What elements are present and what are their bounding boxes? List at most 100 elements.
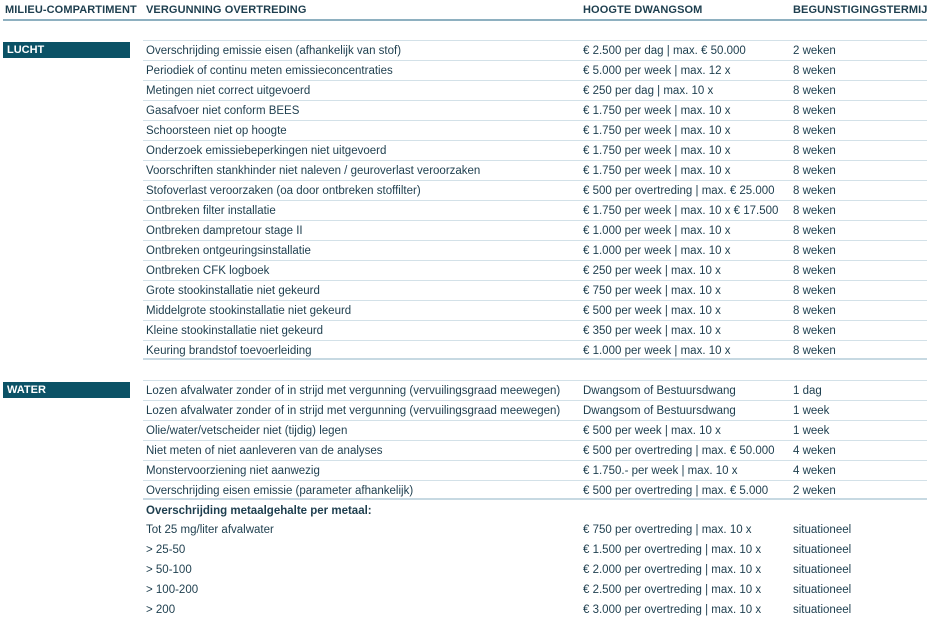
table-row: Ontbreken dampretour stage II € 1.000 per…: [143, 220, 927, 240]
term-cell: 8 weken: [793, 345, 836, 357]
table-row: Periodiek of continu meten emissieconcen…: [143, 60, 927, 80]
table-row: Stofoverlast veroorzaken (oa door ontbre…: [143, 180, 927, 200]
term-cell: 8 weken: [793, 145, 836, 157]
table-row: Schoorsteen niet op hoogte € 1.750 per we…: [143, 120, 927, 140]
penalty-cell: € 1.750 per week | max. 10 x: [583, 165, 731, 177]
penalty-cell: € 350 per week | max. 10 x: [583, 325, 721, 337]
violation-cell: Keuring brandstof toevoerleiding: [146, 345, 312, 357]
violation-cell: Monstervoorziening niet aanwezig: [146, 465, 320, 477]
table-row: Tot 25 mg/liter afvalwater € 750 per over…: [143, 520, 927, 540]
violation-cell: Tot 25 mg/liter afvalwater: [146, 524, 274, 536]
term-cell: 8 weken: [793, 185, 836, 197]
penalty-cell: € 1.500 per overtreding | max. 10 x: [583, 544, 762, 556]
violation-cell: Ontbreken CFK logboek: [146, 265, 270, 277]
penalty-cell: € 3.000 per overtreding | max. 10 x: [583, 604, 762, 616]
penalty-cell: € 500 per overtreding | max. € 5.000: [583, 485, 769, 497]
header-term: BEGUNSTIGINGSTERMIJN: [793, 4, 927, 16]
table-row: Ontbreken ontgeuringsinstallatie € 1.000 …: [143, 240, 927, 260]
violation-cell: Schoorsteen niet op hoogte: [146, 125, 287, 137]
violation-cell: > 50-100: [146, 564, 192, 576]
penalty-cell: € 1.750 per week | max. 10 x: [583, 125, 731, 137]
table-row: Overschrijding emissie eisen (afhankelij…: [143, 40, 927, 60]
violation-cell: Middelgrote stookinstallatie niet gekeur…: [146, 305, 352, 317]
section-lucht: LUCHT: [3, 42, 130, 58]
violation-cell: > 25-50: [146, 544, 186, 556]
term-cell: 1 dag: [793, 385, 822, 397]
table-row: Ontbreken filter installatie € 1.750 per …: [143, 200, 927, 220]
violation-cell: Olie/water/vetscheider niet (tijdig) leg…: [146, 425, 348, 437]
penalty-cell: € 1.000 per week | max. 10 x: [583, 245, 731, 257]
penalty-cell: € 2.000 per overtreding | max. 10 x: [583, 564, 762, 576]
header-violation: VERGUNNING OVERTREDING: [146, 4, 307, 16]
penalty-cell: € 1.000 per week | max. 10 x: [583, 345, 731, 357]
term-cell: 8 weken: [793, 225, 836, 237]
violation-cell: Ontbreken filter installatie: [146, 205, 276, 217]
term-cell: 4 weken: [793, 445, 836, 457]
table-row: > 50-100 € 2.000 per overtreding | max. 1…: [143, 560, 927, 580]
term-cell: situationeel: [793, 564, 852, 576]
table-row: Ontbreken CFK logboek € 250 per week | ma…: [143, 260, 927, 280]
penalty-cell: € 500 per overtreding | max. € 50.000: [583, 445, 775, 457]
violation-cell: > 200: [146, 604, 176, 616]
violation-cell: Gasafvoer niet conform BEES: [146, 105, 300, 117]
term-cell: 8 weken: [793, 305, 836, 317]
table-row: Grote stookinstallatie niet gekeurd € 750…: [143, 280, 927, 300]
term-cell: 2 weken: [793, 45, 836, 57]
table-row: Voorschriften stankhinder niet naleven /…: [143, 160, 927, 180]
header-divider: [3, 19, 927, 21]
penalty-cell: € 1.750 per week | max. 10 x: [583, 145, 731, 157]
table-row: Overschrijding eisen emissie (parameter …: [143, 480, 927, 500]
violation-cell: Onderzoek emissiebeperkingen niet uitgev…: [146, 145, 387, 157]
violation-cell: Overschrijding emissie eisen (afhankelij…: [146, 45, 402, 57]
penalty-cell: € 500 per overtreding | max. € 25.000: [583, 185, 775, 197]
table-row: Olie/water/vetscheider niet (tijdig) leg…: [143, 420, 927, 440]
violation-cell: Kleine stookinstallatie niet gekeurd: [146, 325, 324, 337]
term-cell: 1 week: [793, 425, 830, 437]
violation-cell: Lozen afvalwater zonder of in strijd met…: [146, 405, 561, 417]
violation-cell: Lozen afvalwater zonder of in strijd met…: [146, 385, 561, 397]
term-cell: situationeel: [793, 544, 852, 556]
penalty-cell: € 250 per week | max. 10 x: [583, 265, 721, 277]
term-cell: 8 weken: [793, 105, 836, 117]
penalty-cell: € 250 per dag | max. 10 x: [583, 85, 714, 97]
term-cell: 1 week: [793, 405, 830, 417]
table-row: Onderzoek emissiebeperkingen niet uitgev…: [143, 140, 927, 160]
penalty-cell: € 1.000 per week | max. 10 x: [583, 225, 731, 237]
penalty-cell: € 1.750 per week | max. 10 x € 17.500: [583, 205, 779, 217]
violation-cell: Metingen niet correct uitgevoerd: [146, 85, 311, 97]
term-cell: 2 weken: [793, 485, 836, 497]
term-cell: 8 weken: [793, 205, 836, 217]
penalty-cell: € 750 per week | max. 10 x: [583, 285, 721, 297]
penalty-cell: € 1.750.- per week | max. 10 x: [583, 465, 738, 477]
term-cell: 8 weken: [793, 325, 836, 337]
penalty-cell: € 500 per week | max. 10 x: [583, 305, 721, 317]
penalty-cell: € 2.500 per overtreding | max. 10 x: [583, 584, 762, 596]
penalty-cell: € 750 per overtreding | max. 10 x: [583, 524, 752, 536]
violation-cell: Grote stookinstallatie niet gekeurd: [146, 285, 320, 297]
penalty-cell: Dwangsom of Bestuursdwang: [583, 385, 736, 397]
table-row: Middelgrote stookinstallatie niet gekeur…: [143, 300, 927, 320]
violation-cell: Niet meten of niet aanleveren van de ana…: [146, 445, 383, 457]
table-row: Monstervoorziening niet aanwezig € 1.750.…: [143, 460, 927, 480]
table-row: > 25-50 € 1.500 per overtreding | max. 10…: [143, 540, 927, 560]
penalty-cell: € 2.500 per dag | max. € 50.000: [583, 45, 746, 57]
term-cell: 4 weken: [793, 465, 836, 477]
term-cell: situationeel: [793, 604, 852, 616]
term-cell: 8 weken: [793, 245, 836, 257]
header-penalty: HOOGTE DWANGSOM: [583, 4, 703, 16]
term-cell: 8 weken: [793, 85, 836, 97]
term-cell: 8 weken: [793, 165, 836, 177]
term-cell: situationeel: [793, 584, 852, 596]
term-cell: situationeel: [793, 524, 852, 536]
violation-cell: Overschrijding eisen emissie (parameter …: [146, 485, 414, 497]
violation-cell: Ontbreken ontgeuringsinstallatie: [146, 245, 311, 257]
table-row: > 200 € 3.000 per overtreding | max. 10 x…: [143, 600, 927, 620]
table-row: Metingen niet correct uitgevoerd € 250 pe…: [143, 80, 927, 100]
term-cell: 8 weken: [793, 285, 836, 297]
violation-cell: > 100-200: [146, 584, 199, 596]
term-cell: 8 weken: [793, 265, 836, 277]
table-row: Lozen afvalwater zonder of in strijd met…: [143, 380, 927, 400]
table-row: Gasafvoer niet conform BEES € 1.750 per w…: [143, 100, 927, 120]
penalty-cell: € 1.750 per week | max. 10 x: [583, 105, 731, 117]
subheading-row: Overschrijding metaalgehalte per metaal:: [143, 501, 927, 521]
